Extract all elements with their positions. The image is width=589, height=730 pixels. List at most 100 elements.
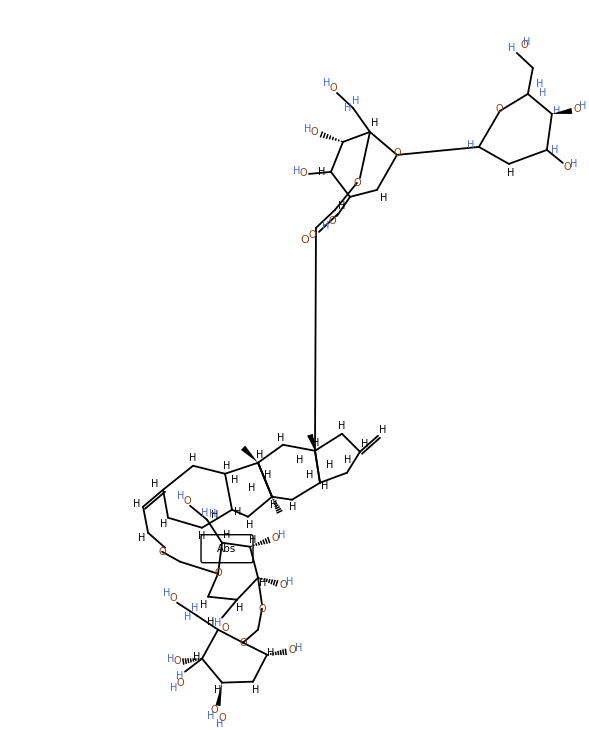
Text: H: H xyxy=(193,652,201,661)
Text: H: H xyxy=(249,534,257,545)
Polygon shape xyxy=(307,434,315,450)
Text: O: O xyxy=(173,656,181,666)
Text: H: H xyxy=(286,577,294,587)
Text: H: H xyxy=(214,618,221,628)
Text: H: H xyxy=(184,612,192,622)
Text: H: H xyxy=(211,510,219,520)
Text: H: H xyxy=(267,648,274,658)
Text: O: O xyxy=(299,168,307,178)
Text: H: H xyxy=(216,718,224,729)
Text: H: H xyxy=(190,453,197,463)
Text: H: H xyxy=(345,455,352,465)
Text: H: H xyxy=(170,683,178,693)
Text: O: O xyxy=(239,638,247,648)
Text: H: H xyxy=(231,474,239,485)
Text: H: H xyxy=(207,710,215,721)
Text: H: H xyxy=(338,420,346,431)
Text: H: H xyxy=(270,500,277,510)
Text: O: O xyxy=(279,580,287,590)
Text: O: O xyxy=(328,216,336,226)
Text: H: H xyxy=(352,96,360,106)
Text: O: O xyxy=(563,162,571,172)
Text: H: H xyxy=(312,438,320,447)
Text: H: H xyxy=(223,461,231,471)
Text: H: H xyxy=(236,603,244,612)
Text: O: O xyxy=(393,148,401,158)
Text: H: H xyxy=(163,588,171,598)
Text: H: H xyxy=(579,101,587,111)
Text: H: H xyxy=(295,642,303,653)
Text: O: O xyxy=(271,533,279,542)
Text: H: H xyxy=(277,433,284,443)
Text: O: O xyxy=(495,104,502,114)
Text: H: H xyxy=(536,79,544,89)
Text: O: O xyxy=(300,235,309,245)
Text: H: H xyxy=(380,193,388,203)
Text: H: H xyxy=(371,118,379,128)
Text: O: O xyxy=(288,645,296,655)
Text: H: H xyxy=(201,508,209,518)
Text: H: H xyxy=(345,103,352,113)
Text: H: H xyxy=(207,617,215,626)
Text: H: H xyxy=(379,425,386,435)
Text: H: H xyxy=(551,145,558,155)
Text: H: H xyxy=(467,140,475,150)
Text: H: H xyxy=(246,520,254,530)
Text: H: H xyxy=(293,166,301,176)
Text: H: H xyxy=(539,88,547,98)
Text: H: H xyxy=(322,221,330,231)
Text: O: O xyxy=(520,40,528,50)
Text: H: H xyxy=(198,531,206,541)
Text: O: O xyxy=(183,496,191,506)
Text: H: H xyxy=(209,509,217,519)
Polygon shape xyxy=(552,108,573,114)
Text: O: O xyxy=(573,104,581,114)
Text: H: H xyxy=(167,653,175,664)
Text: H: H xyxy=(177,491,185,501)
Text: H: H xyxy=(176,671,184,680)
Text: H: H xyxy=(296,455,304,465)
Text: H: H xyxy=(160,519,168,529)
Text: O: O xyxy=(169,593,177,603)
Polygon shape xyxy=(241,445,258,463)
Text: H: H xyxy=(191,603,198,612)
Text: H: H xyxy=(553,106,561,116)
Text: O: O xyxy=(329,83,337,93)
Text: H: H xyxy=(305,124,312,134)
Text: H: H xyxy=(264,469,272,480)
Text: H: H xyxy=(133,499,141,509)
Text: H: H xyxy=(570,159,578,169)
Text: H: H xyxy=(523,37,531,47)
Text: H: H xyxy=(249,483,256,493)
Text: O: O xyxy=(353,178,361,188)
Text: O: O xyxy=(176,677,184,688)
Text: H: H xyxy=(256,450,264,460)
Text: H: H xyxy=(321,481,329,491)
Text: H: H xyxy=(318,167,326,177)
Text: H: H xyxy=(214,685,221,695)
Text: O: O xyxy=(219,712,226,723)
Text: H: H xyxy=(326,460,334,470)
Text: O: O xyxy=(221,623,229,633)
Text: O: O xyxy=(158,547,166,557)
Text: H: H xyxy=(234,507,241,517)
Text: Abs: Abs xyxy=(217,544,237,554)
Text: H: H xyxy=(306,469,314,480)
Text: H: H xyxy=(289,502,297,512)
Text: H: H xyxy=(508,43,515,53)
Text: O: O xyxy=(258,604,266,614)
Text: H: H xyxy=(138,533,145,542)
Text: O: O xyxy=(310,127,318,137)
Text: H: H xyxy=(259,577,267,588)
Text: O: O xyxy=(308,230,316,240)
Text: H: H xyxy=(361,439,369,449)
Text: H: H xyxy=(223,530,231,539)
Text: O: O xyxy=(214,568,222,577)
Text: H: H xyxy=(338,201,346,211)
Text: H: H xyxy=(151,479,159,489)
Text: H: H xyxy=(200,599,208,610)
Text: H: H xyxy=(507,168,515,178)
Text: O: O xyxy=(210,704,218,715)
Text: H: H xyxy=(323,78,330,88)
Text: H: H xyxy=(279,530,286,539)
